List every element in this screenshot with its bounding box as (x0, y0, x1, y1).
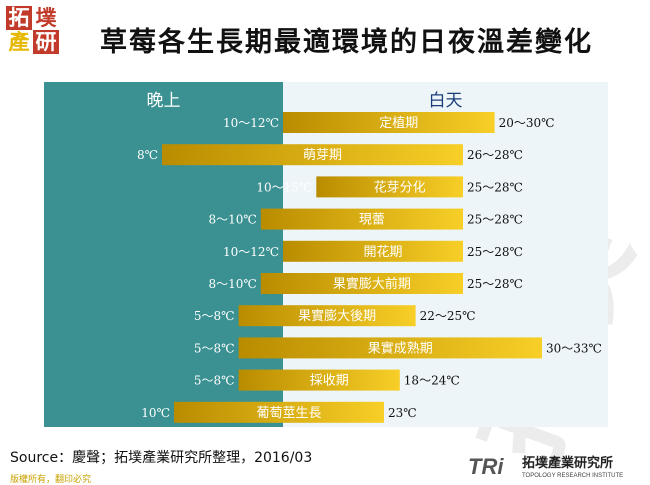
night-temp-label: 8℃ (137, 148, 158, 162)
bar-9 (174, 401, 384, 423)
logo-char: 墣 (35, 5, 57, 30)
source-note: Source：慶聲；拓墣產業研究所整理，2016/03 (10, 450, 313, 466)
bar-2 (316, 176, 463, 198)
brand-logo: TRi 拓墣產業研究所 TOPOLOGY RESEARCH INSTITUTE (468, 454, 623, 479)
night-temp-label: 8～10℃ (208, 277, 256, 291)
stage-label: 現蕾 (359, 213, 385, 228)
day-temp-label: 25～28℃ (467, 277, 523, 291)
stage-label: 果實膨大前期 (333, 276, 411, 292)
night-header: 晚上 (146, 91, 181, 110)
day-temp-label: 30～33℃ (546, 341, 602, 355)
brand-name: 拓墣產業研究所 (522, 455, 613, 471)
night-temp-label: 5～8℃ (194, 341, 235, 355)
stage-label: 葡萄莖生長 (256, 406, 321, 421)
day-temp-label: 26～28℃ (467, 148, 523, 162)
copyright-note: 版權所有，翻印必究 (10, 475, 92, 485)
bar-6 (238, 305, 416, 327)
night-panel (44, 82, 283, 427)
bar-8 (238, 369, 400, 391)
stage-label: 花芽分化 (374, 179, 426, 195)
stage-label: 萌芽期 (303, 148, 342, 163)
stage-label: 定植期 (379, 116, 418, 131)
bar-5 (260, 273, 463, 294)
day-header: 白天 (428, 91, 463, 110)
day-temp-label: 25～28℃ (467, 213, 523, 227)
day-temp-label: 18～24℃ (404, 374, 460, 388)
logo-char: 產 (8, 29, 30, 54)
page-title: 草莓各生長期最適環境的日夜溫差變化 (100, 27, 593, 58)
day-temp-label: 22～25℃ (420, 309, 476, 323)
day-temp-label: 20～30℃ (499, 116, 555, 130)
night-temp-label: 10～12℃ (223, 245, 279, 259)
night-temp-label: 5～8℃ (194, 374, 235, 388)
stage-label: 採收期 (310, 374, 349, 389)
night-temp-label: 5～8℃ (194, 309, 235, 323)
stage-label: 果實膨大後期 (298, 308, 376, 324)
logo-char: 研 (33, 30, 59, 54)
stage-label: 開花期 (363, 244, 402, 260)
day-temp-label: 25～28℃ (467, 180, 523, 194)
logo: 拓 墣 產 研 (6, 6, 64, 54)
night-temp-label: 8～10℃ (208, 213, 256, 227)
bar-3 (260, 208, 463, 230)
brand-tagline: TOPOLOGY RESEARCH INSTITUTE (522, 473, 623, 479)
day-temp-label: 23℃ (388, 406, 417, 420)
day-temp-label: 25～28℃ (467, 245, 523, 259)
bar-4 (283, 240, 463, 262)
stage-label: 果實成熟期 (368, 340, 433, 356)
bar-0 (283, 112, 495, 133)
night-temp-label: 10～12℃ (223, 116, 279, 130)
logo-char: 拓 (6, 6, 32, 30)
bar-1 (162, 144, 463, 166)
bar-7 (238, 337, 542, 359)
night-temp-label: 10℃ (141, 406, 170, 420)
night-temp-label: 10～15℃ (256, 180, 312, 194)
brand-mark: TRi (468, 454, 504, 479)
